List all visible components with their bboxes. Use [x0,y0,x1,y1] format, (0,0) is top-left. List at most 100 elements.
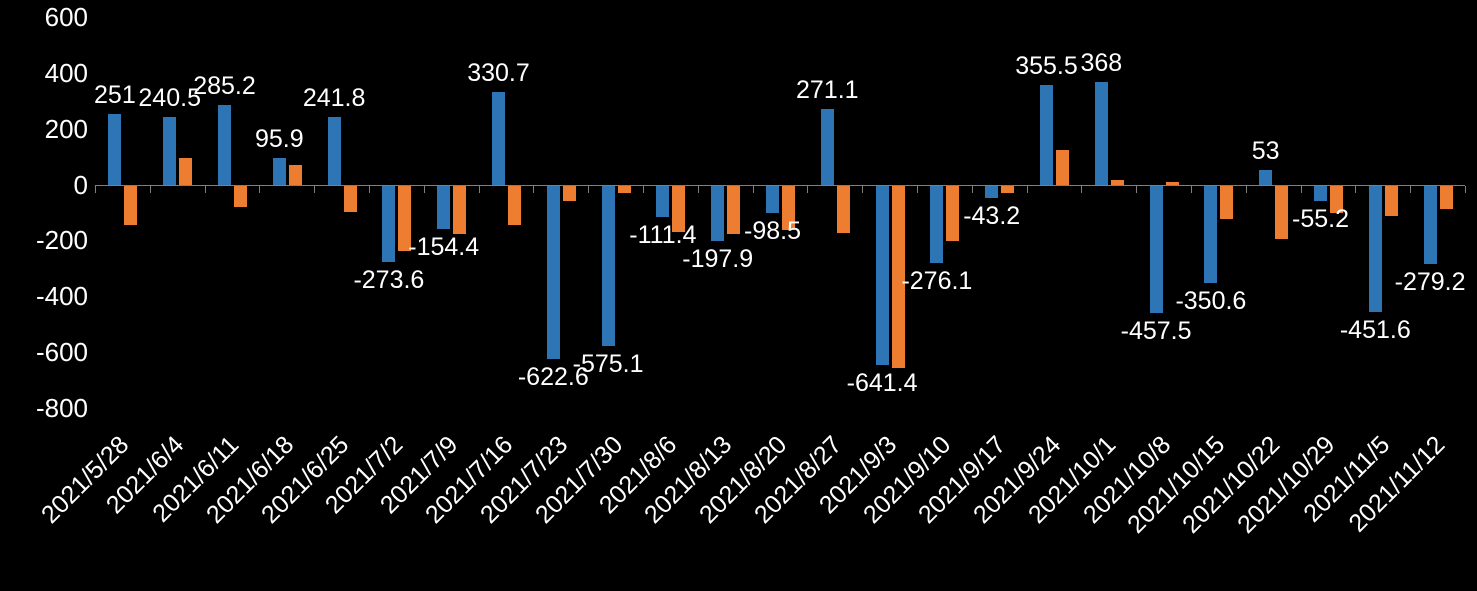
axis-tick [369,185,370,193]
orange-series-bar [891,185,905,369]
orange-series-bar [1330,185,1343,214]
data-label: -43.2 [963,201,1021,230]
axis-tick [1465,185,1466,193]
data-label: 241.8 [302,84,366,113]
orange-series-bar [453,185,467,235]
blue-series-bar [382,185,396,262]
data-label: -55.2 [1292,204,1349,233]
y-axis-tick-label: -400 [35,281,88,312]
axis-tick [478,185,480,193]
data-label: -279.2 [1394,267,1466,296]
data-label: 330.7 [467,59,530,88]
blue-series-bar [1094,81,1108,185]
axis-tick [1191,185,1192,193]
orange-series-bar [617,185,631,193]
axis-tick [807,185,809,193]
blue-series-bar [1259,169,1273,185]
axis-tick [423,185,425,193]
data-label: -641.4 [846,368,918,397]
blue-series-bar [1368,185,1382,312]
data-label: -276.1 [901,266,973,295]
blue-series-bar [1040,85,1053,185]
axis-tick [1081,185,1083,193]
y-axis-tick-label: 400 [44,57,88,88]
blue-series-bar [546,185,560,360]
axis-tick [533,185,535,193]
orange-series-bar [398,185,412,252]
axis-tick [204,185,206,193]
blue-series-bar [437,185,451,229]
blue-series-bar [820,108,834,185]
blue-series-bar [711,185,725,241]
blue-series-bar [1423,185,1437,264]
orange-series-bar [672,185,686,232]
orange-series-bar [1384,185,1398,217]
y-axis-tick-label: 600 [44,2,88,32]
axis-tick [917,185,918,193]
orange-series-bar [946,185,960,242]
orange-series-bar [1275,185,1289,239]
orange-series-bar [1056,149,1069,185]
data-label: 53 [1251,136,1280,165]
y-axis-tick-label: -800 [35,393,88,423]
blue-series-bar [492,92,505,185]
blue-series-bar [272,157,286,185]
axis-tick [259,185,261,193]
axis-tick [643,185,644,193]
orange-series-bar [343,185,357,213]
orange-series-bar [288,165,302,185]
orange-series-bar [124,185,138,225]
blue-series-bar [985,185,999,198]
data-label: 285.2 [193,71,256,100]
orange-series-bar [508,185,521,225]
axis-tick [862,185,864,193]
data-label: -197.9 [682,244,754,273]
axis-tick [1245,185,1247,193]
data-label: 95.9 [254,124,304,153]
blue-series-bar [601,185,615,347]
axis-tick [1136,185,1138,193]
data-label: 355.5 [1015,52,1078,81]
blue-series-bar [108,114,122,185]
blue-series-bar [875,185,889,365]
orange-series-bar [1220,185,1234,220]
data-label: -575.1 [572,350,644,379]
orange-series-bar [179,158,193,185]
axis-tick [697,185,699,193]
blue-series-bar [1314,185,1327,201]
axis-tick [1410,185,1412,193]
orange-series-bar [1110,180,1124,185]
orange-series-bar [234,185,247,207]
x-axis-line [95,184,1465,186]
data-label: 240.5 [138,84,201,113]
y-axis-tick-label: 200 [44,113,88,144]
orange-series-bar [1001,185,1015,193]
axis-tick [1355,185,1357,193]
orange-series-bar [836,185,850,234]
blue-series-bar [163,117,177,185]
data-label: -111.4 [629,220,697,249]
axis-tick [1300,185,1302,193]
data-label: -457.5 [1120,317,1192,346]
orange-series-bar [1165,181,1179,185]
blue-series-bar [766,185,779,214]
data-label: -622.6 [517,363,589,392]
axis-tick [95,185,96,193]
data-label: -98.5 [744,217,801,246]
data-label: 368 [1080,48,1123,77]
orange-series-bar [727,185,741,235]
axis-tick [314,185,316,193]
y-axis-tick-label: -200 [35,225,88,256]
blue-series-bar [1204,185,1218,284]
axis-tick [588,185,590,193]
data-label: -273.6 [353,265,425,294]
y-axis-tick-label: 0 [73,169,88,200]
orange-series-bar [1439,185,1453,210]
blue-series-bar [930,185,944,263]
data-label: -451.6 [1339,315,1411,344]
blue-series-bar [327,117,341,185]
orange-series-bar [562,185,576,201]
axis-tick [149,185,151,193]
axis-tick [1026,185,1028,193]
